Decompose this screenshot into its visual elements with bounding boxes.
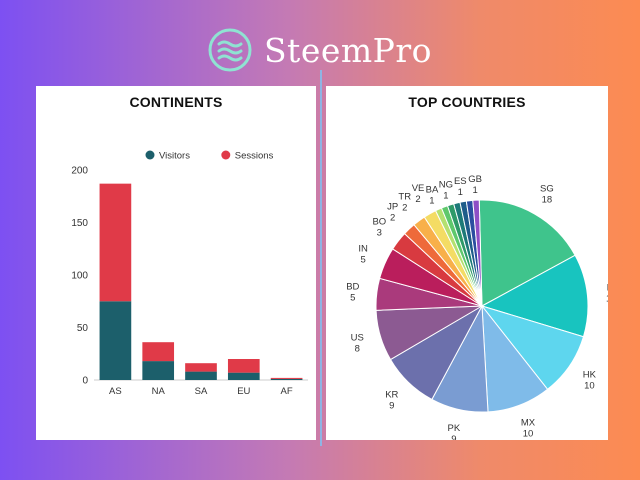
pie-label-in: IN xyxy=(358,243,368,254)
pie-value-id: 13 xyxy=(606,294,608,305)
bar-na-sessions xyxy=(142,342,175,362)
brand-header: SteemPro xyxy=(0,24,640,76)
pie-slice-sg xyxy=(478,199,576,307)
pie-label-id: ID xyxy=(607,283,608,294)
pie-value-hk: 10 xyxy=(584,380,595,391)
y-tick-label: 200 xyxy=(71,166,88,177)
steempro-waves-icon xyxy=(208,28,252,72)
pie-label-pk: PK xyxy=(448,423,461,434)
pie-label-jp: JP xyxy=(387,202,398,213)
x-tick-label: NA xyxy=(152,386,166,397)
x-tick-label: AS xyxy=(109,386,122,397)
pie-value-us: 8 xyxy=(355,344,360,355)
y-tick-label: 50 xyxy=(77,323,89,334)
y-tick-label: 100 xyxy=(71,271,88,282)
pie-label-mx: MX xyxy=(521,418,536,429)
pie-value-jp: 2 xyxy=(390,213,395,224)
continents-bar-chart: Visitors Sessions 0 50 100 150 200 AS NA SA EU AF xyxy=(71,150,308,397)
pie-label-ba: BA xyxy=(426,185,439,196)
legend-marker-visitors xyxy=(145,150,155,160)
legend-marker-sessions xyxy=(221,150,231,160)
pie-slice-gb xyxy=(472,199,483,307)
bar-as-visitors xyxy=(99,301,132,380)
legend-label-visitors: Visitors xyxy=(159,151,190,162)
pie-label-tr: TR xyxy=(398,191,411,202)
bar-sa-sessions xyxy=(185,363,217,372)
x-tick-label: SA xyxy=(195,386,208,397)
bar-as-sessions xyxy=(99,183,132,302)
pie-label-kr: KR xyxy=(385,390,398,401)
pie-value-pk: 9 xyxy=(451,434,456,440)
pie-value-bd: 5 xyxy=(350,293,355,304)
pie-value-mx: 10 xyxy=(523,429,534,440)
bar-af-visitors xyxy=(270,378,303,380)
y-tick-label: 150 xyxy=(71,218,88,229)
bar-eu-sessions xyxy=(227,359,260,373)
y-tick-label: 0 xyxy=(82,376,88,387)
pie-label-ng: NG xyxy=(439,179,453,190)
pie-label-sg: SG xyxy=(540,183,554,194)
pie-label-bo: BO xyxy=(372,216,386,227)
pie-value-ve: 2 xyxy=(415,194,420,205)
brand-title: SteemPro xyxy=(263,30,433,70)
pie-value-es: 1 xyxy=(458,187,463,198)
top-countries-pie-chart: SG18ID13HK10MX10PK9KR9US8BD5IN5BO3JP2TR2… xyxy=(346,174,616,445)
bar-na-visitors xyxy=(142,361,175,380)
legend-label-sessions: Sessions xyxy=(235,151,274,162)
continents-title: CONTINENTS xyxy=(129,94,223,110)
pie-value-in: 5 xyxy=(360,254,365,265)
top-countries-title: TOP COUNTRIES xyxy=(408,94,526,110)
continents-panel: CONTINENTS Visitors Sessions 0 50 100 150 200 A… xyxy=(36,86,316,440)
pie-value-bo: 3 xyxy=(377,227,382,238)
bar-sa-visitors xyxy=(185,371,217,380)
bar-af-sessions xyxy=(270,377,303,379)
pie-label-hk: HK xyxy=(583,369,597,380)
top-countries-panel: TOP COUNTRIES SG18ID13HK10MX10PK9KR9US8B… xyxy=(326,86,617,445)
pie-label-ve: VE xyxy=(412,183,425,194)
pie-label-bd: BD xyxy=(346,282,359,293)
pie-label-gb: GB xyxy=(468,174,482,185)
pie-value-ng: 1 xyxy=(443,190,448,201)
x-tick-label: EU xyxy=(237,386,250,397)
pie-label-es: ES xyxy=(454,176,467,187)
pie-label-us: US xyxy=(351,333,364,344)
pie-slice-id xyxy=(480,254,589,338)
panel-divider xyxy=(320,70,322,446)
pie-value-ba: 1 xyxy=(429,196,434,207)
bar-eu-visitors xyxy=(227,372,260,380)
pie-value-tr: 2 xyxy=(402,202,407,213)
x-tick-label: AF xyxy=(281,386,293,397)
pie-value-kr: 9 xyxy=(389,401,394,412)
pie-value-gb: 1 xyxy=(472,185,477,196)
pie-value-sg: 18 xyxy=(542,194,553,205)
